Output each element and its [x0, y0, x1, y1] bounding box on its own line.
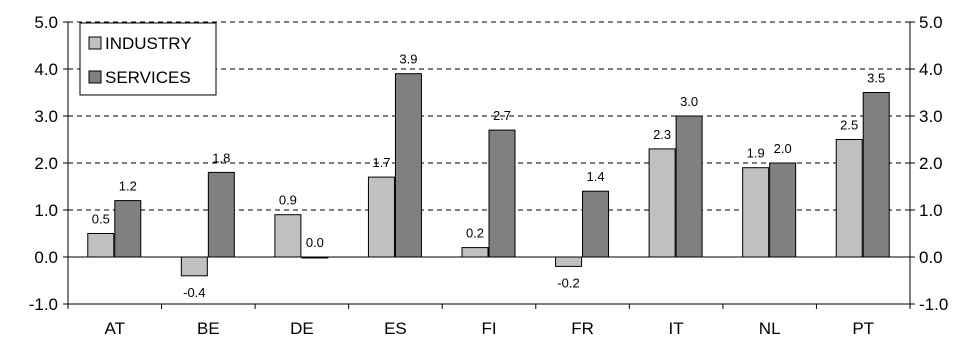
bar-industry-de: [274, 214, 302, 258]
bar-services-de: [301, 256, 329, 259]
bar-industry-pt: [835, 139, 863, 258]
data-label: 1.9: [747, 146, 765, 161]
x-tick-label: BE: [197, 319, 220, 338]
data-label: 3.9: [399, 52, 417, 67]
x-tick-label: ES: [384, 319, 407, 338]
bar-services-at: [114, 200, 142, 258]
bar-industry-nl: [742, 167, 770, 258]
data-label: 2.0: [774, 141, 792, 156]
bar-services-nl: [769, 162, 797, 258]
data-label: 3.5: [867, 71, 885, 86]
bar-services-it: [675, 115, 703, 258]
bar-services-be: [207, 171, 235, 258]
bar-industry-fr: [555, 256, 583, 267]
data-label: 0.2: [466, 226, 484, 241]
data-labels: 0.5 1.2 -0.4 1.8 0.9 0.0 1.7 3.9 0.2 2.7 -0.2 1.4 2.…: [92, 52, 886, 300]
bar-services-fi: [488, 129, 516, 258]
x-tick-label: NL: [759, 319, 781, 338]
data-label: 0.9: [279, 193, 297, 208]
legend-swatch-industry: [88, 36, 102, 50]
data-label: -0.4: [183, 285, 205, 300]
y-tick-label-left: 3.0: [34, 107, 58, 126]
bar-services-pt: [862, 92, 890, 258]
data-label: 3.0: [680, 94, 698, 109]
bar-industry-es: [367, 176, 395, 258]
y-tick-label-left: 1.0: [34, 201, 58, 220]
data-label: 2.3: [653, 127, 671, 142]
data-label: 1.4: [587, 169, 605, 184]
legend-swatch-services: [88, 70, 102, 84]
legend-label-industry: INDUSTRY: [105, 34, 192, 53]
legend-label-services: SERVICES: [105, 68, 191, 87]
axes: -1.0 -1.0 0.0 0.0 1.0 1.0 2.0 2.0 3.0 3.0 4.0 4.0 5.…: [29, 13, 949, 338]
y-tick-label-right: 3.0: [919, 107, 943, 126]
y-tick-label-left: 0.0: [34, 248, 58, 267]
data-label: -0.2: [557, 275, 579, 290]
y-tick-label-right: 5.0: [919, 13, 943, 32]
y-tick-label-left: 4.0: [34, 60, 58, 79]
x-tick-label: AT: [105, 319, 125, 338]
data-label: 1.7: [372, 155, 390, 170]
legend: INDUSTRY SERVICES: [79, 22, 217, 96]
data-label: 2.7: [493, 108, 511, 123]
data-label: 2.5: [840, 118, 858, 133]
bar-industry-at: [87, 233, 115, 258]
x-tick-label: PT: [852, 319, 874, 338]
y-tick-label-left: 2.0: [34, 154, 58, 173]
y-tick-label-right: 4.0: [919, 60, 943, 79]
bar-industry-be: [180, 256, 208, 277]
data-label: 1.8: [212, 150, 230, 165]
bars: [87, 73, 890, 277]
y-tick-label-right: 1.0: [919, 201, 943, 220]
bar-industry-it: [648, 148, 676, 258]
y-tick-label-left: 5.0: [34, 13, 58, 32]
x-tick-label: IT: [669, 319, 684, 338]
legend-box: [79, 22, 217, 96]
y-tick-label-right: -1.0: [919, 295, 948, 314]
y-tick-label-left: -1.0: [29, 295, 58, 314]
x-tick-label: FR: [571, 319, 594, 338]
data-label: 0.0: [306, 235, 324, 250]
bar-services-fr: [582, 190, 610, 258]
y-tick-label-right: 0.0: [919, 248, 943, 267]
bar-services-es: [394, 73, 422, 258]
data-label: 0.5: [92, 212, 110, 227]
x-tick-label: DE: [290, 319, 314, 338]
bar-industry-fi: [461, 247, 489, 258]
y-tick-label-right: 2.0: [919, 154, 943, 173]
x-tick-label: FI: [481, 319, 496, 338]
data-label: 1.2: [119, 179, 137, 194]
